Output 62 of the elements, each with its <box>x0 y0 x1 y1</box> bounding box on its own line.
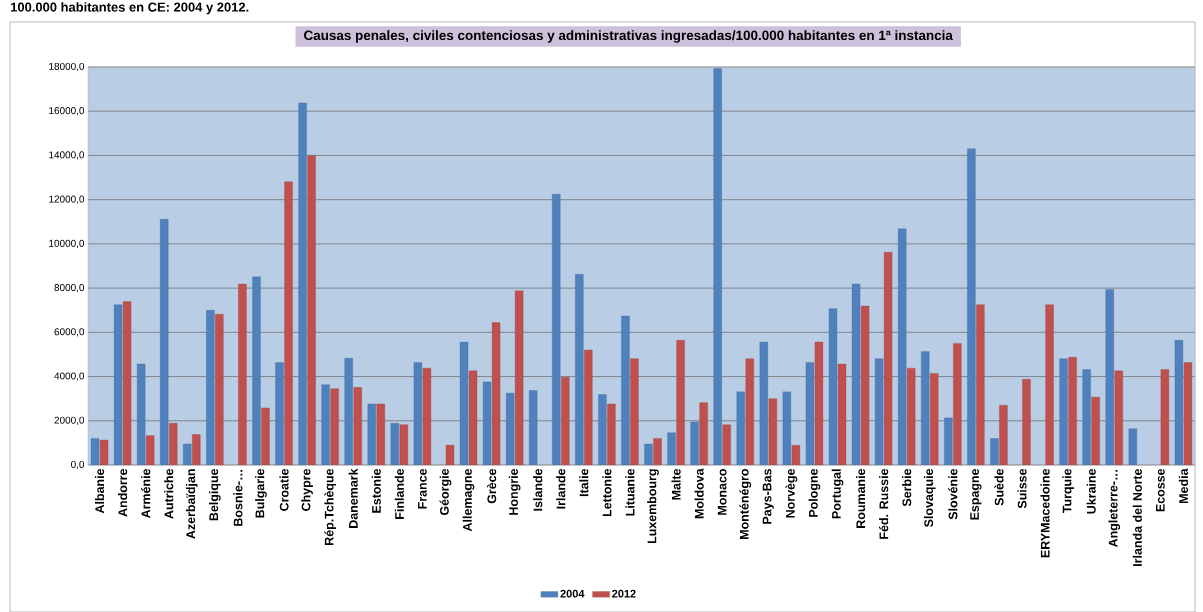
x-tick-label: Bulgarie <box>255 468 267 518</box>
text: 100.000 habitantes en CE: 2004 y 2012. <box>11 2 249 15</box>
x-tick-label: Pologne <box>808 468 821 517</box>
x-tick-label: Slovénie <box>948 468 958 520</box>
x-tick-label: Ukraine <box>1086 468 1096 514</box>
x-tick-label: Islande <box>533 468 543 511</box>
y-tick-label: 4000,0 <box>54 372 85 381</box>
y-tick-label: 12000,0 <box>49 195 85 204</box>
x-tick-label: Estonie <box>371 468 381 513</box>
x-tick-label: Angleterre-… <box>1108 469 1121 547</box>
x-tick-label: Media <box>1178 468 1188 503</box>
y-tick-label: 10000,0 <box>49 239 85 248</box>
x-tick-label: Monténégro <box>739 468 752 539</box>
x-tick-label: Irlanda del Norte <box>1132 468 1142 566</box>
x-tick-label: Suède <box>994 468 1004 506</box>
x-tick-label: Roumanie <box>855 468 866 528</box>
x-tick-label: Albanie <box>94 468 105 513</box>
x-tick-label: Croatie <box>279 468 289 511</box>
legend-label: 2012 <box>612 589 636 598</box>
x-tick-label: Irlande <box>556 468 566 509</box>
x-tick-label: Géorgie <box>439 468 452 515</box>
x-tick-label: Luxembourg <box>647 469 659 543</box>
y-tick-label: 0,0 <box>71 460 85 469</box>
x-tick-label: Finlande <box>394 468 404 519</box>
x-tick-label: Hongrie <box>508 468 521 515</box>
x-tick-label: Lituanie <box>625 468 635 516</box>
chart-title: Causas penales, civiles contenciosas y administrativas ingresadas/100.000 habitantes en 1ª instancia <box>304 30 953 43</box>
y-tick-label: 14000,0 <box>49 151 85 160</box>
x-tick-label: Chypre <box>301 468 313 511</box>
x-tick-label: ERYMacedoine <box>1040 468 1050 557</box>
x-tick-label: Italie <box>579 468 589 496</box>
x-tick-label: Andorre <box>118 468 128 517</box>
x-tick-label: Rép.Tchèque <box>324 468 336 545</box>
x-tick-label: Serbie <box>902 468 912 507</box>
x-tick-label: Suisse <box>1017 468 1027 509</box>
x-tick-label: Azerbaïdjan <box>185 469 198 539</box>
y-tick-label: 6000,0 <box>54 328 85 337</box>
x-tick-label: Moldova <box>694 468 704 518</box>
x-tick-label: Norvège <box>785 468 798 518</box>
legend-label: 2004 <box>560 589 585 598</box>
x-tick-label: Monaco <box>717 468 727 515</box>
y-tick-label: 8000,0 <box>54 283 85 293</box>
x-tick-label: Lettonie <box>602 468 612 516</box>
x-tick-label: Slovaquie <box>923 468 936 527</box>
x-tick-label: Allemagne <box>462 468 475 531</box>
x-tick-label: Bosnie-… <box>233 469 243 526</box>
x-tick-label: Espagne <box>970 468 982 520</box>
x-tick-label: Belgique <box>209 468 221 521</box>
x-tick-label: Arménie <box>141 468 151 518</box>
x-tick-label: Féd. Russie <box>878 468 889 539</box>
x-tick-label: Autriche <box>164 468 174 519</box>
y-tick-label: 2000,0 <box>54 416 85 425</box>
x-tick-label: Turquie <box>1062 468 1074 513</box>
x-tick-label: France <box>418 468 427 509</box>
x-tick-label: Ecosse <box>1156 468 1165 512</box>
x-tick-label: Pays-Bas <box>762 468 774 524</box>
x-tick-label: Malte <box>671 468 681 500</box>
y-tick-label: 18000,0 <box>49 62 85 71</box>
x-tick-label: Portugal <box>831 469 844 518</box>
x-tick-label: Grèce <box>486 468 497 504</box>
y-tick-label: 16000,0 <box>49 106 85 116</box>
x-tick-label: Danemark <box>348 468 358 528</box>
